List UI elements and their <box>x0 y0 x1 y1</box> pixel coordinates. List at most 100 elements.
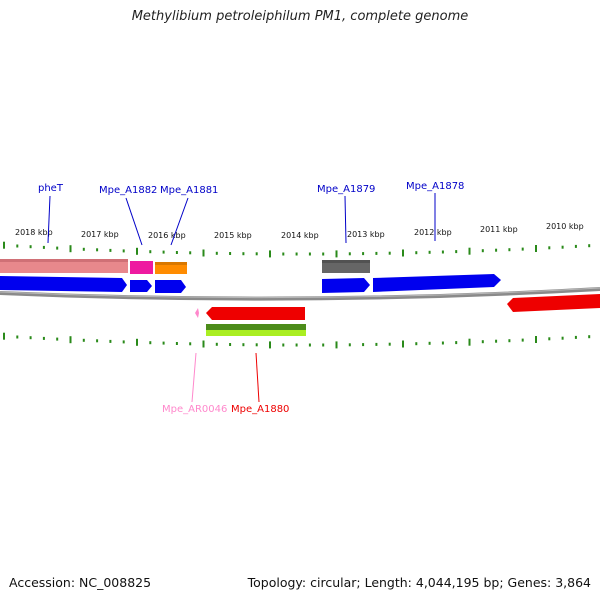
bottom-minor-tick <box>42 336 45 340</box>
bottom-major-tick <box>335 341 338 349</box>
top-minor-tick <box>109 248 112 252</box>
genome-title: Methylibium petroleiphilum PM1, complete… <box>131 9 469 24</box>
bottom-minor-tick <box>16 335 19 339</box>
bottom-minor-tick <box>322 343 325 347</box>
cds-forward-row <box>0 274 501 293</box>
tick-label-2013: 2013 kbp <box>347 230 385 239</box>
feature-row-upper <box>0 259 370 274</box>
top-minor-tick <box>16 244 19 248</box>
top-minor-tick <box>561 245 564 249</box>
top-major-tick <box>402 249 404 257</box>
bottom-minor-tick <box>548 337 551 341</box>
bottom-minor-tick <box>441 341 444 345</box>
feature-green-light[interactable] <box>206 330 306 336</box>
top-major-tick <box>468 247 471 255</box>
feature-magenta[interactable] <box>130 261 153 274</box>
bottom-minor-tick <box>574 335 577 339</box>
tick-label-2010: 2010 kbp <box>546 222 584 231</box>
genome-backbone <box>0 287 600 301</box>
tick-label-2011: 2011 kbp <box>480 225 518 234</box>
bottom-minor-tick <box>109 339 112 343</box>
top-minor-tick <box>375 251 378 255</box>
top-minor-tick <box>348 252 351 256</box>
bottom-minor-tick <box>362 343 365 347</box>
feature-pheT-region[interactable] <box>0 259 128 273</box>
feature-row-reverse <box>195 294 600 336</box>
bottom-minor-tick <box>375 342 378 346</box>
bottom-minor-tick <box>56 337 59 341</box>
bottom-minor-tick <box>29 336 32 340</box>
cds-mpe-a1881[interactable] <box>155 280 186 293</box>
top-minor-tick <box>308 252 311 256</box>
top-minor-tick <box>122 249 125 253</box>
genome-summary: Topology: circular; Length: 4,044,195 bp… <box>247 575 591 590</box>
bottom-minor-tick <box>282 343 285 347</box>
bottom-minor-tick <box>175 342 178 345</box>
bottom-major-tick <box>535 336 537 343</box>
rrna-mpe-ar0046[interactable] <box>195 308 199 318</box>
gene-label-phet[interactable]: pheT <box>38 183 64 194</box>
bottom-minor-tick <box>388 342 391 346</box>
top-major-tick <box>535 245 537 252</box>
top-minor-tick <box>388 251 391 255</box>
bottom-minor-tick <box>508 339 511 343</box>
gene-labels-top: pheT Mpe_A1882 Mpe_A1881 Mpe_A1879 Mpe_A… <box>38 181 464 246</box>
bottom-minor-tick <box>255 343 258 347</box>
gene-label-mpe-ar0046[interactable]: Mpe_AR0046 <box>162 404 227 415</box>
bottom-minor-tick <box>348 343 351 347</box>
cds-mpe-a1880[interactable] <box>206 307 305 320</box>
gene-label-mpe-a1880[interactable]: Mpe_A1880 <box>231 404 289 415</box>
bottom-minor-tick <box>588 335 591 339</box>
top-minor-tick <box>415 251 418 255</box>
top-minor-tick <box>481 249 484 253</box>
gene-labels-bottom: Mpe_AR0046 Mpe_A1880 <box>162 352 289 415</box>
cds-red-right[interactable] <box>507 294 600 312</box>
top-minor-tick <box>455 250 458 254</box>
tick-label-2012: 2012 kbp <box>414 228 452 237</box>
feature-grey[interactable] <box>322 260 370 273</box>
top-minor-tick <box>428 250 431 254</box>
top-minor-tick <box>189 251 192 255</box>
bottom-tick-row <box>3 332 591 349</box>
bottom-minor-tick <box>561 336 564 340</box>
top-minor-tick <box>548 246 551 250</box>
cds-mpe-a1878[interactable] <box>373 274 501 292</box>
bottom-minor-tick <box>415 342 418 346</box>
top-minor-tick <box>255 252 258 256</box>
bottom-major-tick <box>69 336 72 344</box>
bottom-minor-tick <box>521 338 524 342</box>
top-minor-tick <box>56 246 59 250</box>
bottom-minor-tick <box>242 343 245 347</box>
cds-mpe-a1879[interactable] <box>322 278 370 293</box>
tick-label-2015: 2015 kbp <box>214 231 252 240</box>
feature-green-dark[interactable] <box>206 324 306 330</box>
bottom-minor-tick <box>495 339 498 343</box>
bottom-major-tick <box>3 332 5 340</box>
top-minor-tick <box>588 244 591 248</box>
top-major-tick <box>202 249 205 257</box>
bottom-minor-tick <box>455 341 458 345</box>
gene-label-mpe-a1878[interactable]: Mpe_A1878 <box>406 181 464 192</box>
bottom-major-tick <box>402 340 404 348</box>
top-minor-tick <box>149 250 152 254</box>
top-minor-tick <box>29 245 32 249</box>
bottom-minor-tick <box>162 341 165 345</box>
gene-label-mpe-a1879[interactable]: Mpe_A1879 <box>317 184 375 195</box>
top-minor-tick <box>362 252 365 256</box>
top-minor-tick <box>508 248 511 252</box>
bottom-major-tick <box>136 338 138 346</box>
top-minor-tick <box>82 247 85 251</box>
gene-label-mpe-a1881[interactable]: Mpe_A1881 <box>160 185 218 196</box>
top-minor-tick <box>295 252 298 256</box>
cds-pheT[interactable] <box>0 276 127 292</box>
top-minor-tick <box>215 251 218 255</box>
cds-mpe-a1882[interactable] <box>130 280 152 292</box>
gene-label-mpe-a1882[interactable]: Mpe_A1882 <box>99 185 157 196</box>
top-minor-tick <box>322 252 325 256</box>
bottom-minor-tick <box>229 343 232 346</box>
top-major-tick <box>136 247 138 255</box>
top-minor-tick <box>495 248 498 252</box>
top-minor-tick <box>441 250 444 254</box>
